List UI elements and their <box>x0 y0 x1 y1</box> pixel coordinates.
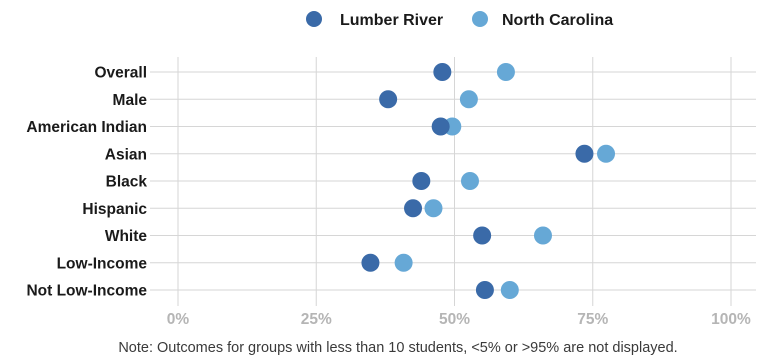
point-north-carolina-low-income <box>394 253 413 272</box>
point-north-carolina-male <box>459 90 478 109</box>
point-lumber-river-asian <box>575 144 594 163</box>
category-label-american-indian: American Indian <box>26 119 147 136</box>
data-points <box>361 63 616 299</box>
point-lumber-river-male <box>379 90 398 109</box>
gridlines <box>150 57 756 306</box>
x-tick-label-50: 50% <box>439 311 470 328</box>
category-label-white: White <box>105 228 148 245</box>
point-lumber-river-white <box>473 226 492 245</box>
x-tick-label-0: 0% <box>167 311 190 328</box>
category-label-overall: Overall <box>94 65 147 82</box>
point-north-carolina-hispanic <box>424 199 443 218</box>
legend-marker-lumber-river <box>306 11 322 27</box>
point-lumber-river-low-income <box>361 253 380 272</box>
legend-label-lumber-river: Lumber River <box>340 12 443 29</box>
point-lumber-river-hispanic <box>404 199 423 218</box>
x-axis-tick-labels: 0% 25% 50% 75% 100% <box>167 311 751 328</box>
category-label-asian: Asian <box>105 146 147 163</box>
y-axis-category-labels: Overall Male American Indian Asian Black Hisp… <box>26 65 147 300</box>
point-north-carolina-not-low-income <box>500 281 519 299</box>
point-lumber-river-american-indian <box>431 117 450 136</box>
legend: Lumber River North Carolina <box>306 11 613 29</box>
point-lumber-river-overall <box>433 63 452 81</box>
x-tick-label-75: 75% <box>577 311 608 328</box>
category-label-black: Black <box>106 174 148 191</box>
x-tick-label-25: 25% <box>301 311 332 328</box>
x-tick-label-100: 100% <box>711 311 751 328</box>
point-north-carolina-overall <box>496 63 515 81</box>
legend-marker-north-carolina <box>472 11 488 27</box>
category-label-not-low-income: Not Low-Income <box>26 283 147 300</box>
point-lumber-river-not-low-income <box>475 281 494 299</box>
legend-label-north-carolina: North Carolina <box>502 12 613 29</box>
category-label-male: Male <box>113 92 148 109</box>
chart-note: Note: Outcomes for groups with less than… <box>118 340 677 356</box>
point-north-carolina-white <box>533 226 552 245</box>
category-label-hispanic: Hispanic <box>82 201 147 218</box>
category-label-low-income: Low-Income <box>57 255 148 272</box>
point-lumber-river-black <box>412 172 431 190</box>
point-north-carolina-black <box>460 172 479 190</box>
point-north-carolina-asian <box>597 144 616 163</box>
